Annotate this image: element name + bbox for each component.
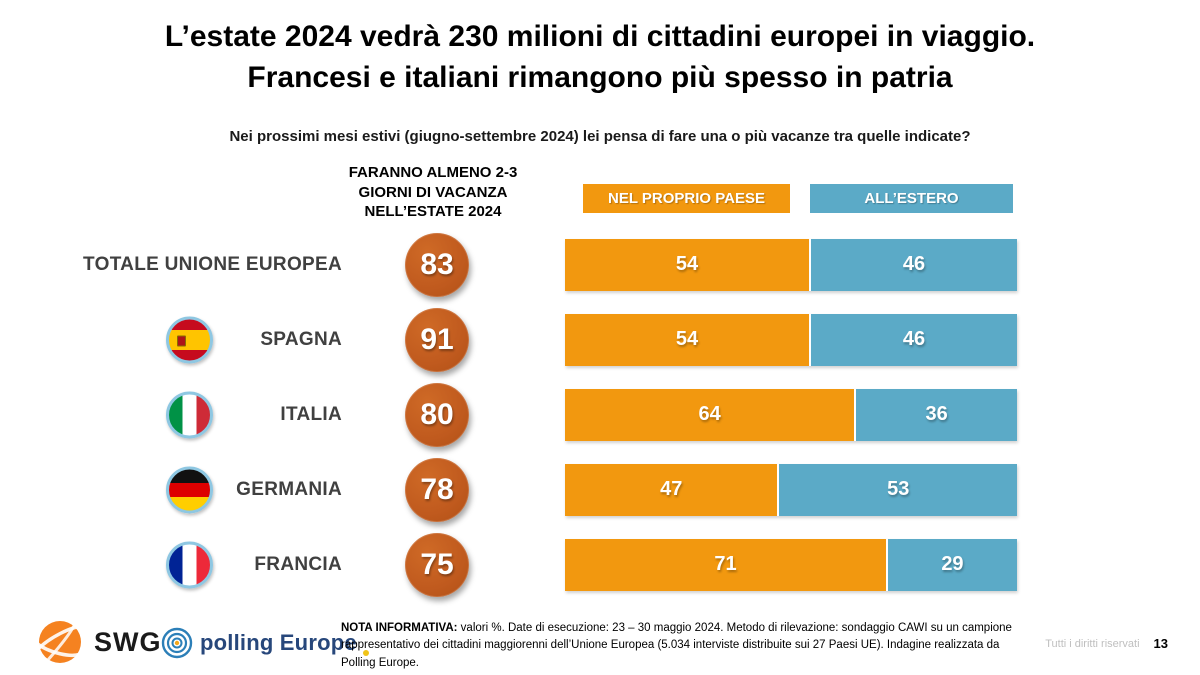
legend-domestic: NEL PROPRIO PAESE [583,184,790,213]
legend-abroad: ALL’ESTERO [810,184,1013,213]
badge-circle: 91 [405,307,469,372]
methodology-note: NOTA INFORMATIVA: valori %. Date di esec… [341,620,1019,672]
bar-segment-domestic: 64 [565,388,855,441]
polling-europe-text: polling Europe [200,630,357,655]
bar-segment-abroad: 46 [809,313,1017,366]
polling-europe-icon [161,627,193,659]
stacked-bar: 54 46 [565,313,1017,366]
spain-flag-icon [166,316,213,363]
rights-text: Tutti i diritti riservati [1045,637,1140,650]
italy-flag-icon [166,391,213,438]
chart-rows: TOTALE UNIONE EUROPEA 83 54 46 SPAGNA 91… [0,227,1200,602]
stacked-bar: 54 46 [565,238,1017,291]
slide-title-line1: L’estate 2024 vedrà 230 milioni di citta… [164,20,1036,53]
swg-logo: SWG [33,616,162,668]
country-label: TOTALE UNIONE EUROPEA [83,253,342,275]
stacked-bar: 47 53 [565,463,1017,516]
bar-segment-abroad: 36 [854,388,1017,441]
bar-segment-abroad: 53 [777,463,1017,516]
bar-segment-domestic: 47 [565,463,778,516]
badge-circle: 83 [405,232,469,297]
survey-question: Nei prossimi mesi estivi (giugno-settemb… [229,128,971,145]
badge-circle: 80 [405,382,469,447]
badge-circle: 75 [405,532,469,597]
bar-segment-domestic: 71 [565,538,886,591]
bar-segment-domestic: 54 [565,238,810,291]
country-label: FRANCIA [254,553,342,575]
row-italia: ITALIA 80 64 36 [0,377,1200,452]
badge-circle: 78 [405,457,469,522]
row-spagna: SPAGNA 91 54 46 [0,302,1200,377]
bar-segment-domestic: 54 [565,313,810,366]
slide-title-line2: Francesi e italiani rimangono più spesso… [247,61,953,95]
slide-title: L’estate 2024 vedrà 230 milioni di citta… [0,16,1200,99]
note-body: valori %. Date di esecuzione: 23 – 30 ma… [341,622,1012,669]
bar-segment-abroad: 46 [809,238,1017,291]
badge-column-header: FARANNO ALMENO 2-3 GIORNI DI VACANZA NEL… [348,164,518,220]
france-flag-icon [166,541,213,588]
germany-flag-icon [166,466,213,513]
polling-europe-dot-icon [362,650,369,656]
bar-segment-abroad: 29 [885,538,1017,591]
stacked-bar: 71 29 [565,538,1017,591]
row-germania: GERMANIA 78 47 53 [0,452,1200,527]
page-number: 13 [1153,636,1168,651]
polling-europe-logo: polling Europe [160,626,369,660]
note-label: NOTA INFORMATIVA: [341,622,458,634]
rights-block: Tutti i diritti riservati 13 [1045,636,1168,651]
row-totale-ue: TOTALE UNIONE EUROPEA 83 54 46 [0,227,1200,302]
swg-logo-text: SWG [94,626,162,657]
country-label: GERMANIA [236,478,342,500]
country-label: SPAGNA [260,328,342,350]
stacked-bar: 64 36 [565,388,1017,441]
row-francia: FRANCIA 75 71 29 [0,527,1200,602]
swg-globe-icon [33,621,86,663]
country-label: ITALIA [280,403,342,425]
